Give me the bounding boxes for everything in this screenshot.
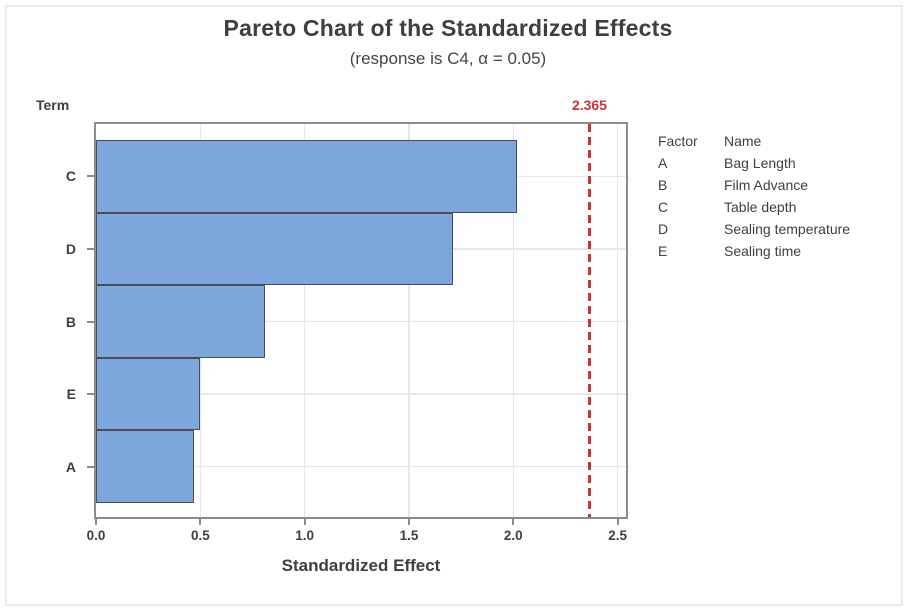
factor-legend: Factor Name A Bag Length B Film Advance … <box>658 130 850 262</box>
x-tick-label: 2.0 <box>503 528 523 543</box>
legend-name: Sealing temperature <box>724 221 851 237</box>
y-tick-label-C: C <box>65 168 76 185</box>
y-tick-label-B: B <box>65 313 76 330</box>
reference-line-label: 2.365 <box>571 97 607 113</box>
x-tick-label: 0.0 <box>86 528 106 543</box>
x-tick <box>95 519 97 525</box>
y-tick-label-E: E <box>66 386 76 403</box>
legend-factor: B <box>658 177 668 193</box>
legend-header-factor: Factor <box>658 133 698 149</box>
gridline-vertical <box>616 124 619 517</box>
y-tick <box>87 320 94 323</box>
y-tick <box>87 247 94 250</box>
legend-factor: D <box>658 221 669 237</box>
bar-D <box>96 212 453 286</box>
bar-E <box>96 357 201 431</box>
y-tick <box>87 393 94 396</box>
legend-name: Film Advance <box>724 177 809 193</box>
chart-subtitle: (response is C4, α = 0.05) <box>349 49 547 68</box>
gridline-vertical <box>408 124 410 517</box>
legend-factor: A <box>658 155 668 171</box>
reference-line <box>587 124 591 517</box>
gridline-horizontal <box>96 465 626 468</box>
legend-factor: E <box>658 243 668 259</box>
gridline-horizontal <box>96 320 626 323</box>
x-tick-label: 0.5 <box>190 528 210 543</box>
x-tick <box>616 519 619 525</box>
bar-B <box>96 285 266 358</box>
x-tick <box>303 519 306 525</box>
legend-header-name: Name <box>724 133 762 149</box>
gridline-horizontal <box>96 393 626 395</box>
legend-factor: C <box>658 199 669 215</box>
x-tick-label: 1.0 <box>295 528 315 543</box>
y-axis-title: Term <box>36 97 70 113</box>
legend-name: Table depth <box>724 199 797 215</box>
bar-A <box>96 430 195 503</box>
x-axis-title: Standardized Effect <box>281 556 441 575</box>
bar-C <box>96 140 518 213</box>
legend-name: Sealing time <box>724 243 802 259</box>
plot-area <box>94 122 628 519</box>
y-tick-label-A: A <box>65 458 76 475</box>
legend-name: Bag Length <box>724 155 796 171</box>
y-tick <box>87 175 94 178</box>
x-tick <box>407 519 410 525</box>
y-tick-label-D: D <box>65 240 76 257</box>
plot-inner <box>96 124 626 517</box>
gridline-vertical <box>512 124 515 517</box>
x-tick-label: 1.5 <box>399 528 419 543</box>
y-tick <box>87 465 94 468</box>
x-tick <box>512 519 515 525</box>
x-tick <box>199 519 202 525</box>
gridline-vertical <box>303 124 306 517</box>
x-tick-label: 2.5 <box>608 528 628 543</box>
chart-title: Pareto Chart of the Standardized Effects <box>223 15 673 41</box>
